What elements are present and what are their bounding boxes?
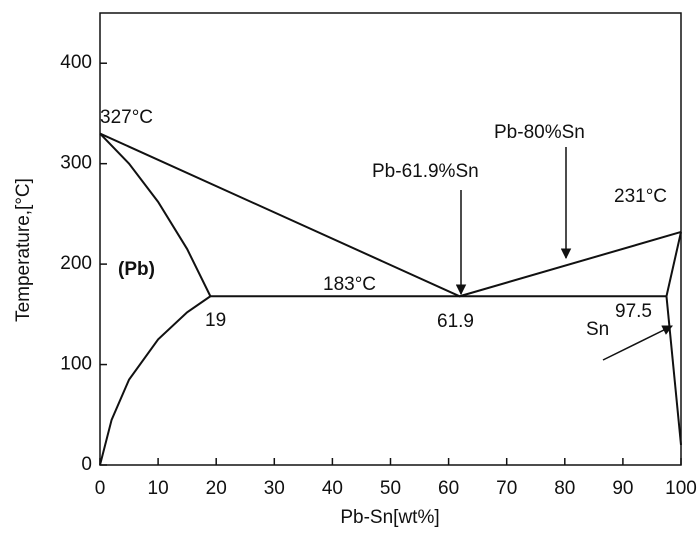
y-tick-label: 300 bbox=[60, 153, 92, 174]
phase-boundary bbox=[666, 296, 681, 445]
plot-frame bbox=[100, 13, 681, 465]
x-tick-label: 70 bbox=[496, 478, 517, 499]
x-axis-title: Pb-Sn[wt%] bbox=[340, 507, 439, 528]
phase-boundary bbox=[666, 232, 681, 296]
chart: Pb-Sn[wt%] Temperature,[°C] 0 10 20 30 40 50 6… bbox=[0, 0, 700, 534]
y-tick-label: 200 bbox=[60, 253, 92, 274]
x-tick-label: 90 bbox=[612, 478, 633, 499]
phase-boundary bbox=[100, 134, 681, 297]
phase-boundary bbox=[100, 296, 210, 465]
x-tick-label: 60 bbox=[438, 478, 459, 499]
y-tick-label: 400 bbox=[60, 52, 92, 73]
annotation: Sn bbox=[586, 319, 609, 340]
x-tick-label: 40 bbox=[322, 478, 343, 499]
arrow bbox=[603, 326, 672, 360]
annotation: 231°C bbox=[614, 186, 667, 207]
x-tick-label: 10 bbox=[148, 478, 169, 499]
x-tick-label: 50 bbox=[380, 478, 401, 499]
x-tick-label: 30 bbox=[264, 478, 285, 499]
annotation: 97.5 bbox=[615, 301, 652, 322]
annotation: 61.9 bbox=[437, 311, 474, 332]
annotation: Pb-80%Sn bbox=[494, 122, 585, 143]
x-tick-label: 100 bbox=[665, 478, 697, 499]
x-tick-label: 80 bbox=[554, 478, 575, 499]
y-axis-title: Temperature,[°C] bbox=[13, 178, 34, 322]
annotation: 327°C bbox=[100, 107, 153, 128]
annotation: 19 bbox=[205, 310, 226, 331]
x-tick-label: 20 bbox=[206, 478, 227, 499]
annotation: Pb-61.9%Sn bbox=[372, 161, 479, 182]
x-tick-label: 0 bbox=[95, 478, 106, 499]
y-tick-label: 100 bbox=[60, 354, 92, 375]
annotation: 183°C bbox=[323, 274, 376, 295]
annotation: (Pb) bbox=[118, 259, 155, 280]
y-tick-label: 0 bbox=[81, 454, 92, 475]
